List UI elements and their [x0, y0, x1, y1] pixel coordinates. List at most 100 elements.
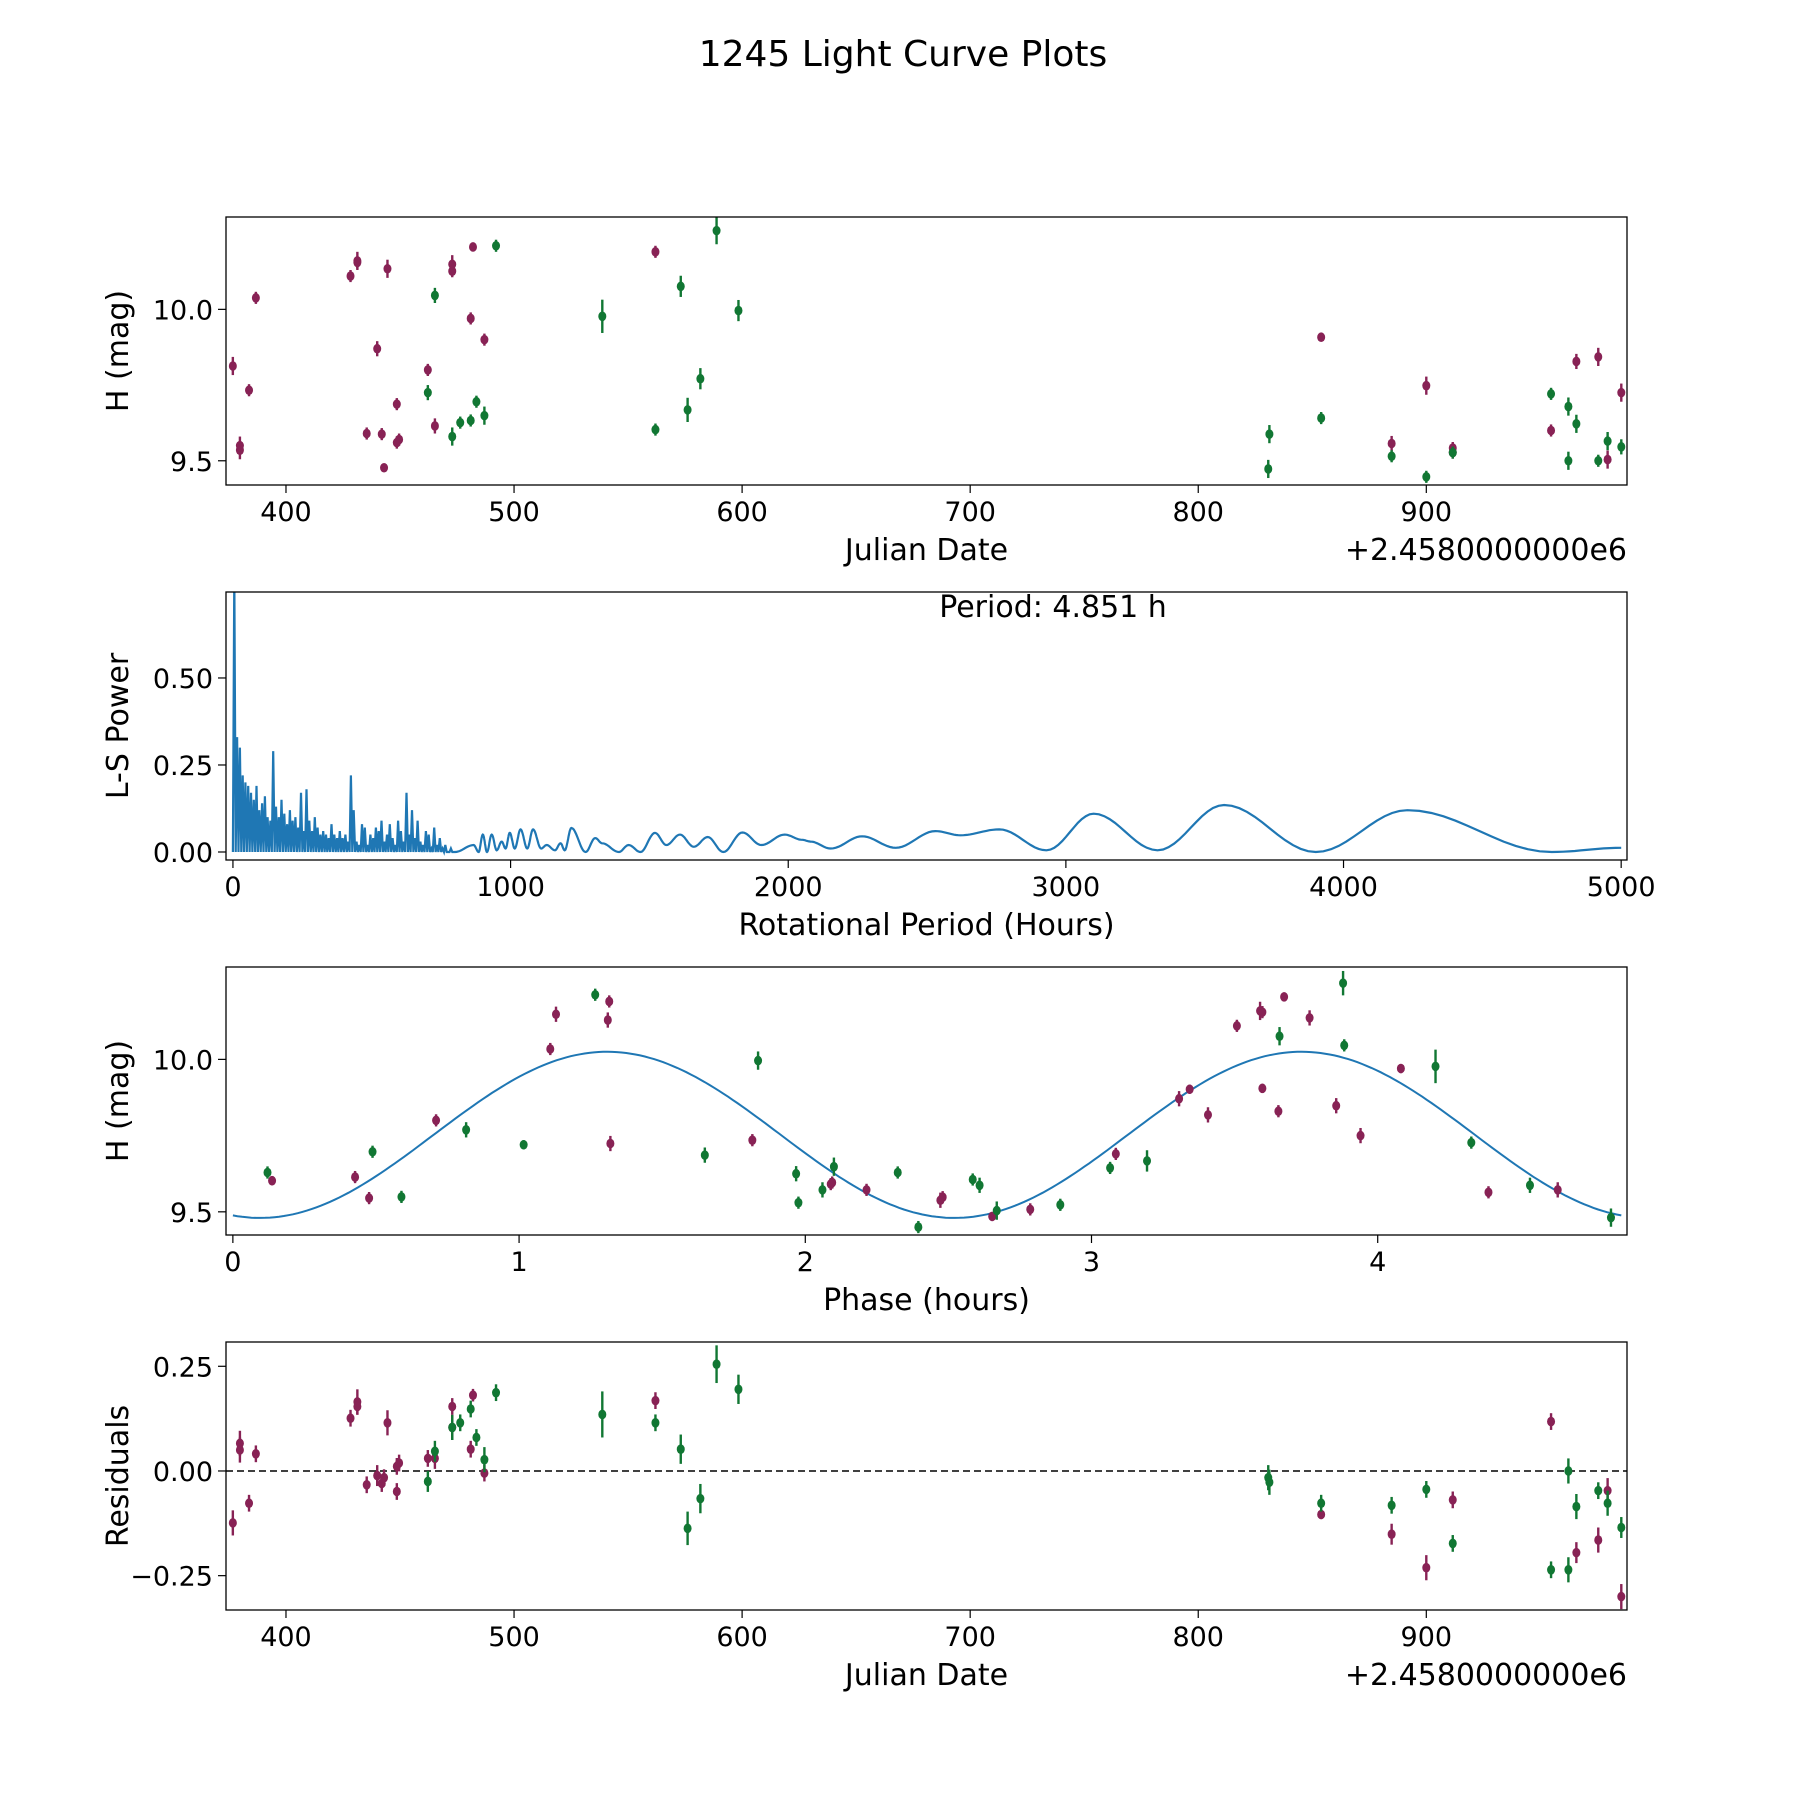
green-data-point: [1572, 419, 1581, 429]
y-tick-label: 0.50: [153, 664, 213, 695]
green-data-point: [472, 396, 481, 407]
magenta-data-point: [268, 1175, 277, 1186]
magenta-data-point: [1111, 1149, 1120, 1159]
green-data-point: [1422, 472, 1431, 482]
green-data-point: [1387, 1500, 1396, 1511]
magenta-data-point: [380, 462, 389, 473]
green-data-point: [1525, 1180, 1534, 1191]
green-data-point: [1387, 451, 1396, 462]
x-tick-label: 600: [716, 497, 768, 528]
axes-frame: [225, 966, 1628, 1236]
magenta-data-point: [346, 271, 355, 281]
magenta-data-point: [1572, 1547, 1581, 1558]
y-tick-label: −0.25: [130, 1562, 213, 1593]
magenta-data-point: [392, 399, 401, 409]
x-offset-text: +2.4580000000e6: [1345, 533, 1627, 568]
x-tick-label: 400: [260, 497, 312, 528]
x-axis-label: Rotational Period (Hours): [738, 908, 1114, 943]
x-tick-label: 3: [1083, 1247, 1100, 1278]
y-axis-label: Residuals: [101, 1405, 136, 1547]
magenta-data-point: [466, 313, 475, 324]
axes-frame: [225, 591, 1628, 861]
magenta-data-point: [373, 343, 382, 354]
magenta-data-point: [423, 365, 432, 375]
x-tick-label: 2: [797, 1247, 814, 1278]
x-tick-label: 0: [224, 872, 241, 903]
x-tick-label: 900: [1401, 1622, 1453, 1653]
magenta-data-point: [365, 1193, 374, 1203]
x-tick-label: 2000: [754, 872, 823, 903]
periodogram-panel: 0 1000 2000 3000 4000 5000 0.00 0.25 0.50 Rotatio…: [101, 590, 1656, 943]
magenta-data-point: [828, 1177, 837, 1188]
magenta-data-point: [392, 1486, 401, 1497]
magenta-data-point: [1594, 352, 1603, 362]
green-data-point: [1603, 1498, 1612, 1509]
y-tick-label: 9.5: [170, 1198, 213, 1229]
green-data-point: [696, 373, 705, 384]
green-data-point: [598, 311, 607, 322]
y-axis-label: H (mag): [101, 1040, 136, 1162]
magenta-data-point: [1422, 1562, 1431, 1573]
green-data-point: [1339, 978, 1348, 988]
y-tick-label: 0.00: [153, 1457, 213, 1488]
magenta-data-point: [395, 1458, 404, 1468]
green-data-point: [1547, 389, 1556, 399]
magenta-data-point: [862, 1185, 871, 1195]
x-tick-label: 400: [260, 1622, 312, 1653]
green-data-point: [492, 240, 501, 251]
x-tick-label: 1: [510, 1247, 527, 1278]
green-data-point: [1564, 401, 1573, 412]
green-data-point: [1265, 429, 1274, 439]
green-data-point: [423, 1476, 432, 1487]
magenta-data-point: [448, 1401, 457, 1412]
green-data-point: [480, 1454, 489, 1465]
green-data-point: [456, 1418, 465, 1428]
green-data-point: [734, 305, 743, 316]
light-curve-panel: 400 500 600 700 800 900 9.5 10.0 Julian Date H (m…: [101, 216, 1628, 568]
green-data-point: [1422, 1484, 1431, 1495]
magenta-data-point: [1175, 1093, 1184, 1104]
green-data-point: [1265, 1477, 1274, 1488]
green-data-point: [591, 989, 600, 1000]
green-data-point: [466, 415, 475, 426]
green-data-point: [1564, 1466, 1573, 1476]
green-data-point: [734, 1384, 743, 1395]
magenta-data-point: [480, 1468, 489, 1478]
magenta-data-point: [1484, 1187, 1493, 1198]
green-data-point: [423, 387, 432, 398]
green-data-point: [480, 410, 489, 421]
green-data-point: [651, 424, 660, 435]
green-data-point: [492, 1387, 501, 1398]
green-data-point: [519, 1139, 528, 1150]
green-data-point: [456, 417, 465, 428]
magenta-data-point: [351, 1172, 360, 1182]
magenta-data-point: [938, 1192, 947, 1202]
green-data-point: [448, 1422, 457, 1433]
magenta-data-point: [1280, 992, 1289, 1002]
green-data-point: [1617, 1522, 1626, 1533]
green-data-point: [1431, 1061, 1440, 1072]
green-data-point: [472, 1432, 481, 1443]
x-tick-label: 500: [488, 1622, 540, 1653]
period-annotation: Period: 4.851 h: [939, 590, 1167, 625]
magenta-data-point: [603, 1015, 612, 1025]
magenta-data-point: [1026, 1204, 1035, 1215]
magenta-data-point: [1317, 1509, 1326, 1520]
x-tick-label: 600: [716, 1622, 768, 1653]
magenta-data-point: [423, 1453, 432, 1464]
green-data-point: [1317, 413, 1326, 423]
green-data-point: [1264, 464, 1273, 474]
x-tick-label: 1000: [476, 872, 545, 903]
magenta-data-point: [353, 1401, 362, 1412]
magenta-data-point: [432, 1115, 441, 1126]
plot-area: [231, 592, 1622, 856]
x-tick-label: 800: [1172, 497, 1224, 528]
magenta-data-point: [362, 1479, 371, 1490]
green-data-point: [683, 405, 692, 415]
green-data-point: [263, 1167, 272, 1178]
green-data-point: [968, 1174, 977, 1185]
magenta-data-point: [468, 242, 477, 252]
green-data-point: [466, 1404, 475, 1414]
green-data-point: [1467, 1137, 1476, 1148]
